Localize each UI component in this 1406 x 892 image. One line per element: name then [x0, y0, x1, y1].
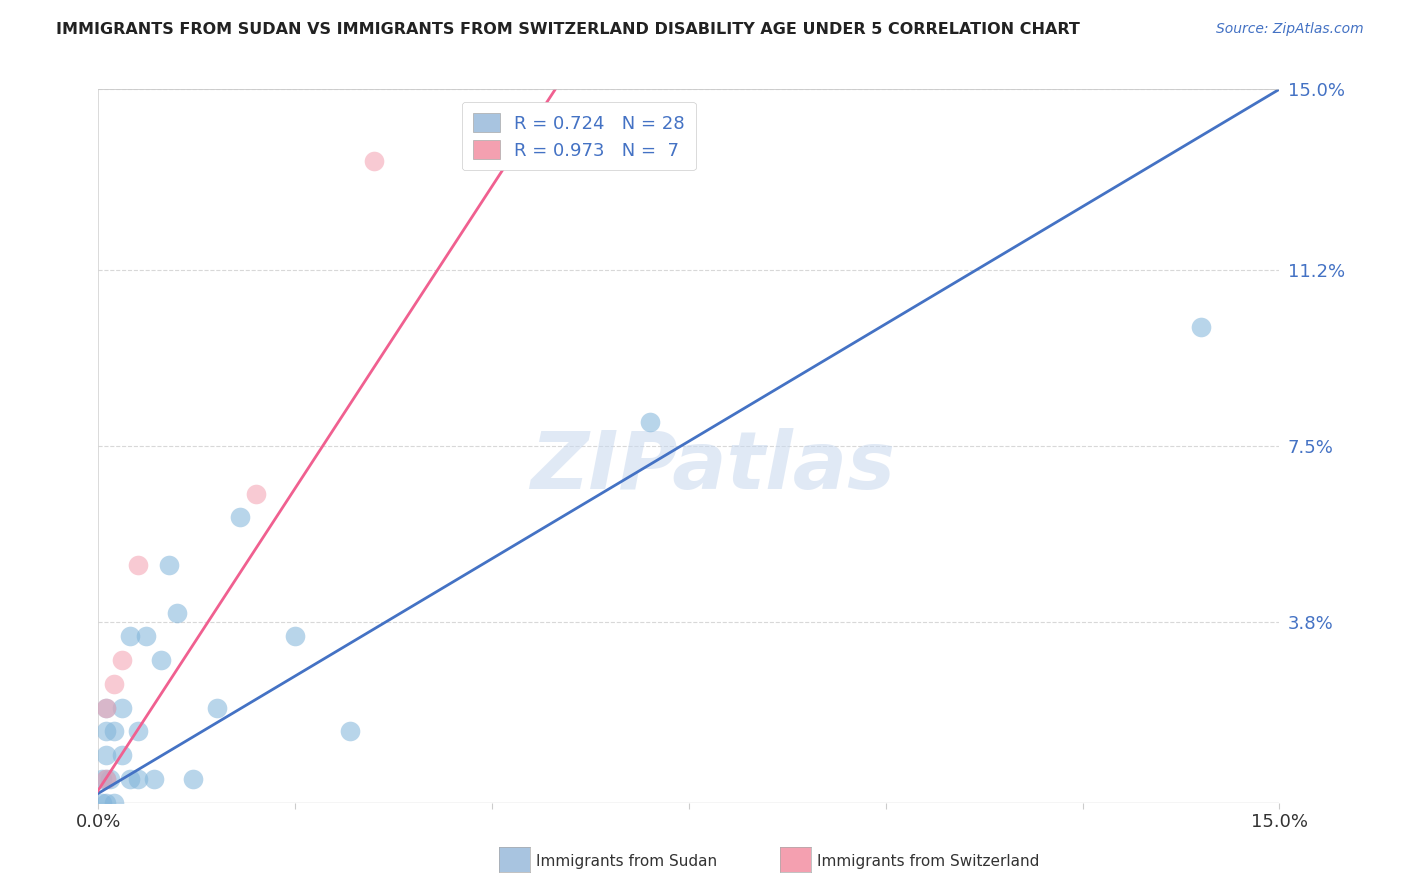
Point — [638, 415, 661, 429]
Point — [91, 772, 114, 786]
Point — [91, 796, 114, 810]
Point — [135, 629, 157, 643]
Point — [229, 510, 252, 524]
Point — [127, 772, 149, 786]
Text: ZIPatlas: ZIPatlas — [530, 428, 896, 507]
Point — [111, 700, 134, 714]
Text: Immigrants from Sudan: Immigrants from Sudan — [536, 855, 717, 869]
Point — [96, 772, 118, 786]
Point — [339, 724, 361, 739]
Point — [205, 700, 228, 714]
Point — [157, 558, 180, 572]
Point — [96, 748, 118, 763]
Point — [96, 700, 118, 714]
Point — [96, 796, 118, 810]
Point — [166, 606, 188, 620]
Point — [103, 724, 125, 739]
Point — [127, 724, 149, 739]
Point — [181, 772, 204, 786]
Point — [118, 629, 141, 643]
Point — [111, 748, 134, 763]
Point — [96, 700, 118, 714]
Legend: R = 0.724   N = 28, R = 0.973   N =  7: R = 0.724 N = 28, R = 0.973 N = 7 — [461, 102, 696, 170]
Point — [127, 558, 149, 572]
Point — [245, 486, 267, 500]
Point — [96, 772, 118, 786]
Text: Source: ZipAtlas.com: Source: ZipAtlas.com — [1216, 22, 1364, 37]
Point — [118, 772, 141, 786]
Point — [1189, 320, 1212, 334]
Text: Immigrants from Switzerland: Immigrants from Switzerland — [817, 855, 1039, 869]
Point — [103, 796, 125, 810]
Point — [150, 653, 173, 667]
Point — [96, 724, 118, 739]
Point — [111, 653, 134, 667]
Point — [142, 772, 165, 786]
Point — [103, 677, 125, 691]
Point — [284, 629, 307, 643]
Text: IMMIGRANTS FROM SUDAN VS IMMIGRANTS FROM SWITZERLAND DISABILITY AGE UNDER 5 CORR: IMMIGRANTS FROM SUDAN VS IMMIGRANTS FROM… — [56, 22, 1080, 37]
Point — [363, 153, 385, 168]
Point — [98, 772, 121, 786]
